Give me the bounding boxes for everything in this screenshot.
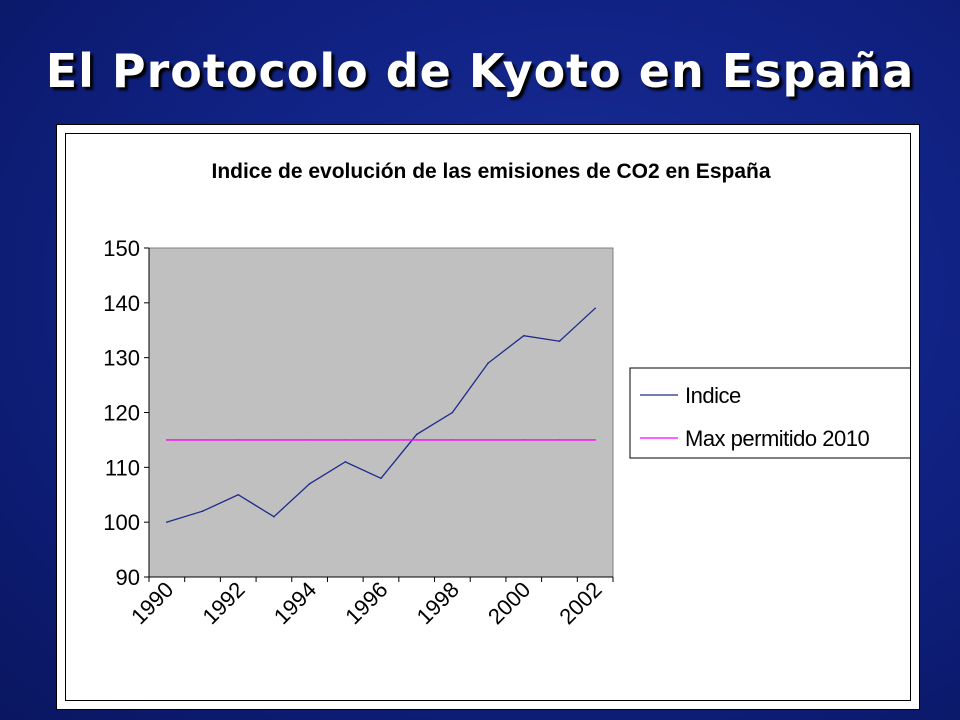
data-point bbox=[201, 439, 204, 441]
data-point bbox=[558, 439, 561, 441]
data-point bbox=[380, 477, 382, 480]
x-tick-label: 1994 bbox=[269, 577, 321, 629]
co2-line-chart: Indice de evolución de las emisiones de … bbox=[103, 160, 910, 629]
x-tick-label: 1998 bbox=[412, 577, 464, 629]
y-tick-label: 110 bbox=[105, 455, 140, 480]
x-tick-label: 2002 bbox=[554, 577, 606, 629]
data-point bbox=[380, 439, 382, 441]
data-point bbox=[344, 439, 347, 441]
data-point bbox=[237, 493, 240, 496]
data-point bbox=[273, 439, 275, 441]
chart-title: Indice de evolución de las emisiones de … bbox=[211, 160, 770, 183]
x-tick-label: 1992 bbox=[197, 577, 249, 629]
data-point bbox=[594, 439, 596, 441]
data-point bbox=[451, 439, 454, 441]
legend-label: Max permitido 2010 bbox=[685, 426, 869, 451]
data-point bbox=[273, 515, 275, 518]
data-point bbox=[166, 521, 168, 523]
legend bbox=[629, 367, 910, 459]
chart-area: Indice de evolución de las emisiones de … bbox=[65, 133, 911, 701]
data-point bbox=[415, 433, 418, 436]
data-point bbox=[487, 439, 489, 441]
data-point bbox=[487, 362, 489, 364]
data-point bbox=[344, 461, 347, 463]
y-tick-label: 120 bbox=[103, 401, 140, 426]
slide-title: El Protocolo de Kyoto en España bbox=[45, 44, 915, 98]
x-tick-label: 2000 bbox=[483, 577, 535, 629]
data-point bbox=[308, 439, 311, 441]
plot-area bbox=[148, 247, 614, 578]
data-point bbox=[594, 307, 596, 310]
data-point bbox=[237, 439, 240, 441]
data-point bbox=[522, 439, 525, 441]
y-tick-label: 100 bbox=[103, 510, 140, 535]
data-point bbox=[308, 482, 311, 485]
y-tick-label: 140 bbox=[103, 291, 140, 316]
legend-label: Indice bbox=[685, 383, 741, 408]
chart-panel: Indice de evolución de las emisiones de … bbox=[56, 124, 920, 710]
data-point bbox=[522, 334, 525, 337]
data-point bbox=[451, 411, 454, 414]
y-tick-label: 90 bbox=[116, 565, 140, 590]
data-point bbox=[415, 439, 418, 441]
y-tick-label: 130 bbox=[103, 346, 140, 371]
y-tick-label: 150 bbox=[103, 236, 140, 261]
data-point bbox=[201, 510, 204, 512]
data-point bbox=[166, 439, 168, 441]
x-tick-label: 1996 bbox=[340, 577, 392, 629]
data-point bbox=[558, 340, 561, 343]
